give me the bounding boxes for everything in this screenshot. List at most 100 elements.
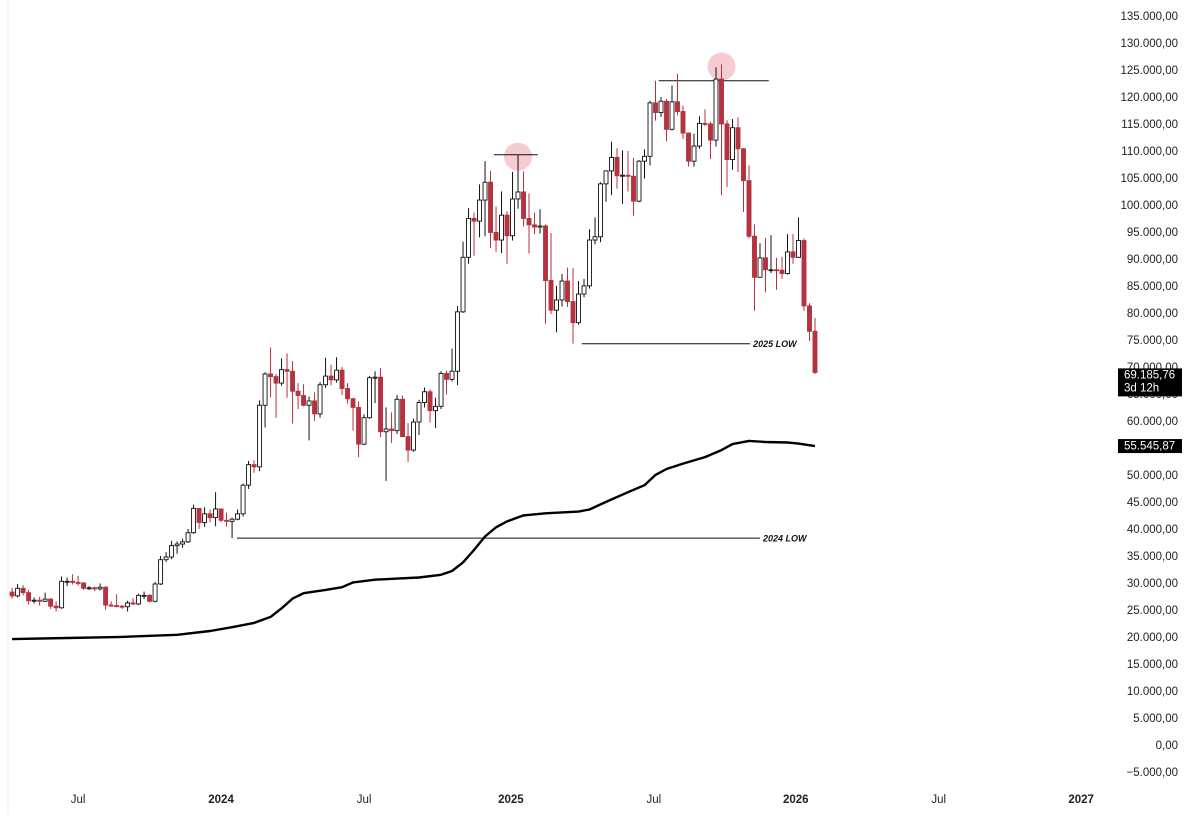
candle-body xyxy=(532,224,537,228)
candle-body xyxy=(202,513,208,523)
level-label: 2024 LOW xyxy=(762,533,808,543)
y-tick-label: 105.000,00 xyxy=(1120,173,1178,185)
candle-body xyxy=(180,541,186,545)
candle-body xyxy=(389,428,394,432)
candle-body xyxy=(719,78,724,125)
candle-body xyxy=(42,598,48,602)
candle-body xyxy=(515,191,521,200)
candle-body xyxy=(246,464,252,486)
candle-body xyxy=(152,583,158,602)
y-tick-label: −5.000,00 xyxy=(1127,767,1178,779)
candle-body xyxy=(323,375,329,386)
candle-body xyxy=(317,384,323,415)
candle-body xyxy=(163,556,169,561)
candle-body xyxy=(97,586,103,590)
level-label: 2025 LOW xyxy=(752,339,798,349)
candle-body xyxy=(499,214,504,241)
candle-body xyxy=(807,305,812,332)
candle-body xyxy=(488,181,493,233)
candle-body xyxy=(801,240,807,307)
candle-body xyxy=(812,330,818,373)
y-tick-label: 0,00 xyxy=(1156,740,1178,752)
candle-body xyxy=(20,587,26,594)
y-tick-label: 15.000,00 xyxy=(1127,659,1178,671)
candle-body xyxy=(774,269,779,272)
candle-body xyxy=(702,122,708,125)
y-tick-label: 30.000,00 xyxy=(1127,578,1178,590)
candle-body xyxy=(235,513,241,520)
candle-body xyxy=(262,373,268,406)
candle-body xyxy=(345,388,351,400)
candle-body xyxy=(647,102,653,157)
price-label: 69.185,76 xyxy=(1124,369,1175,381)
candle-body xyxy=(53,605,59,609)
y-tick-label: 35.000,00 xyxy=(1127,551,1178,563)
candle-body xyxy=(598,183,603,238)
candle-body xyxy=(543,225,548,281)
candle-body xyxy=(658,100,664,114)
candle-body xyxy=(31,599,37,602)
y-tick-label: 95.000,00 xyxy=(1127,227,1178,239)
y-tick-label: 50.000,00 xyxy=(1127,470,1178,482)
x-tick-label: Jul xyxy=(71,794,86,806)
candle-body xyxy=(510,198,515,237)
candle-body xyxy=(306,400,312,406)
candle-body xyxy=(504,214,510,237)
candle-body xyxy=(669,101,675,130)
candle-body xyxy=(108,604,114,607)
candle-body xyxy=(752,235,757,278)
x-tick-label: 2026 xyxy=(783,794,809,806)
y-tick-label: 130.000,00 xyxy=(1120,38,1178,50)
candle-body xyxy=(587,239,592,287)
candle-body xyxy=(350,398,356,408)
y-tick-label: 110.000,00 xyxy=(1121,146,1178,158)
candle-body xyxy=(768,269,774,272)
candle-body xyxy=(229,518,235,522)
candle-body xyxy=(191,507,197,534)
candle-body xyxy=(581,285,587,295)
y-tick-label: 115.000,00 xyxy=(1121,119,1178,131)
candle-body xyxy=(724,123,730,161)
candle-body xyxy=(570,301,576,324)
candle-body xyxy=(136,594,142,605)
candle-body xyxy=(592,236,598,241)
y-tick-label: 10.000,00 xyxy=(1127,686,1178,698)
y-tick-label: 40.000,00 xyxy=(1127,524,1178,536)
x-tick-label: 2027 xyxy=(1068,794,1094,806)
y-tick-label: 5.000,00 xyxy=(1133,713,1178,725)
candle-body xyxy=(37,599,43,602)
candle-body xyxy=(631,175,636,202)
candle-body xyxy=(735,127,741,150)
candle-body xyxy=(130,602,136,605)
candle-body xyxy=(444,372,449,380)
candle-body xyxy=(686,132,691,162)
y-tick-label: 120.000,00 xyxy=(1120,92,1178,104)
x-tick-label: 2024 xyxy=(208,794,234,806)
y-tick-label: 20.000,00 xyxy=(1127,632,1178,644)
candle-body xyxy=(103,586,109,606)
candle-body xyxy=(207,513,213,519)
candle-body xyxy=(537,225,543,228)
price-box xyxy=(1118,368,1182,397)
ma-price-box xyxy=(1118,439,1182,454)
y-tick-label: 125.000,00 xyxy=(1120,65,1178,77)
candle-body xyxy=(75,581,81,584)
candle-body xyxy=(548,280,554,311)
countdown-label: 3d 12h xyxy=(1124,382,1159,394)
y-tick-label: 75.000,00 xyxy=(1127,335,1178,347)
candle-body xyxy=(411,421,416,451)
candle-body xyxy=(147,594,153,602)
candle-body xyxy=(653,102,658,114)
candle-body xyxy=(746,180,752,237)
candle-body xyxy=(257,404,263,468)
candle-body xyxy=(125,602,131,608)
candle-body xyxy=(779,269,785,274)
candle-body xyxy=(81,582,87,589)
candle-body xyxy=(26,592,32,602)
y-tick-label: 60.000,00 xyxy=(1127,416,1178,428)
ma-price-label: 55.545,87 xyxy=(1124,441,1175,453)
candle-body xyxy=(218,508,224,521)
candle-body xyxy=(675,101,680,112)
candle-body xyxy=(367,377,372,419)
candle-body xyxy=(576,293,581,324)
